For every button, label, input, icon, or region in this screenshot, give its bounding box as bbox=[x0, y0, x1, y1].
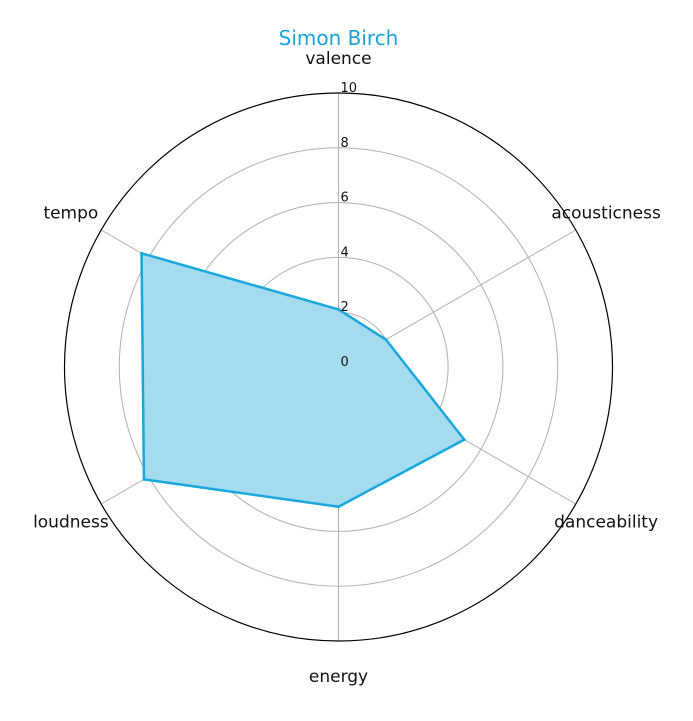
series-layer bbox=[140, 251, 466, 509]
r-tick-label: 2 bbox=[341, 300, 349, 315]
r-tick-label: 0 bbox=[341, 355, 349, 370]
axis-label-tempo: tempo bbox=[43, 204, 98, 224]
r-tick-label: 10 bbox=[341, 81, 358, 96]
outer-frame bbox=[63, 92, 614, 642]
axis-label-valence: valence bbox=[305, 49, 371, 69]
r-tick-label: 8 bbox=[341, 136, 349, 151]
data-point bbox=[337, 505, 340, 509]
label-layer: 0 2 4 6 8 10 valence acousticness danceability en… bbox=[33, 49, 661, 687]
series-area bbox=[141, 253, 465, 507]
data-point bbox=[384, 338, 388, 342]
data-point bbox=[462, 438, 466, 442]
chart-title: Simon Birch bbox=[278, 26, 399, 50]
axis-label-acousticness: acousticness bbox=[551, 204, 661, 224]
axis-label-loudness: loudness bbox=[33, 513, 109, 533]
axis-label-energy: energy bbox=[309, 667, 368, 687]
r-tick-label: 6 bbox=[341, 191, 349, 206]
data-point bbox=[337, 307, 340, 311]
axis-label-danceability: danceability bbox=[554, 513, 658, 533]
data-point bbox=[142, 477, 146, 481]
data-point bbox=[140, 251, 144, 255]
r-tick-label: 4 bbox=[341, 245, 349, 260]
